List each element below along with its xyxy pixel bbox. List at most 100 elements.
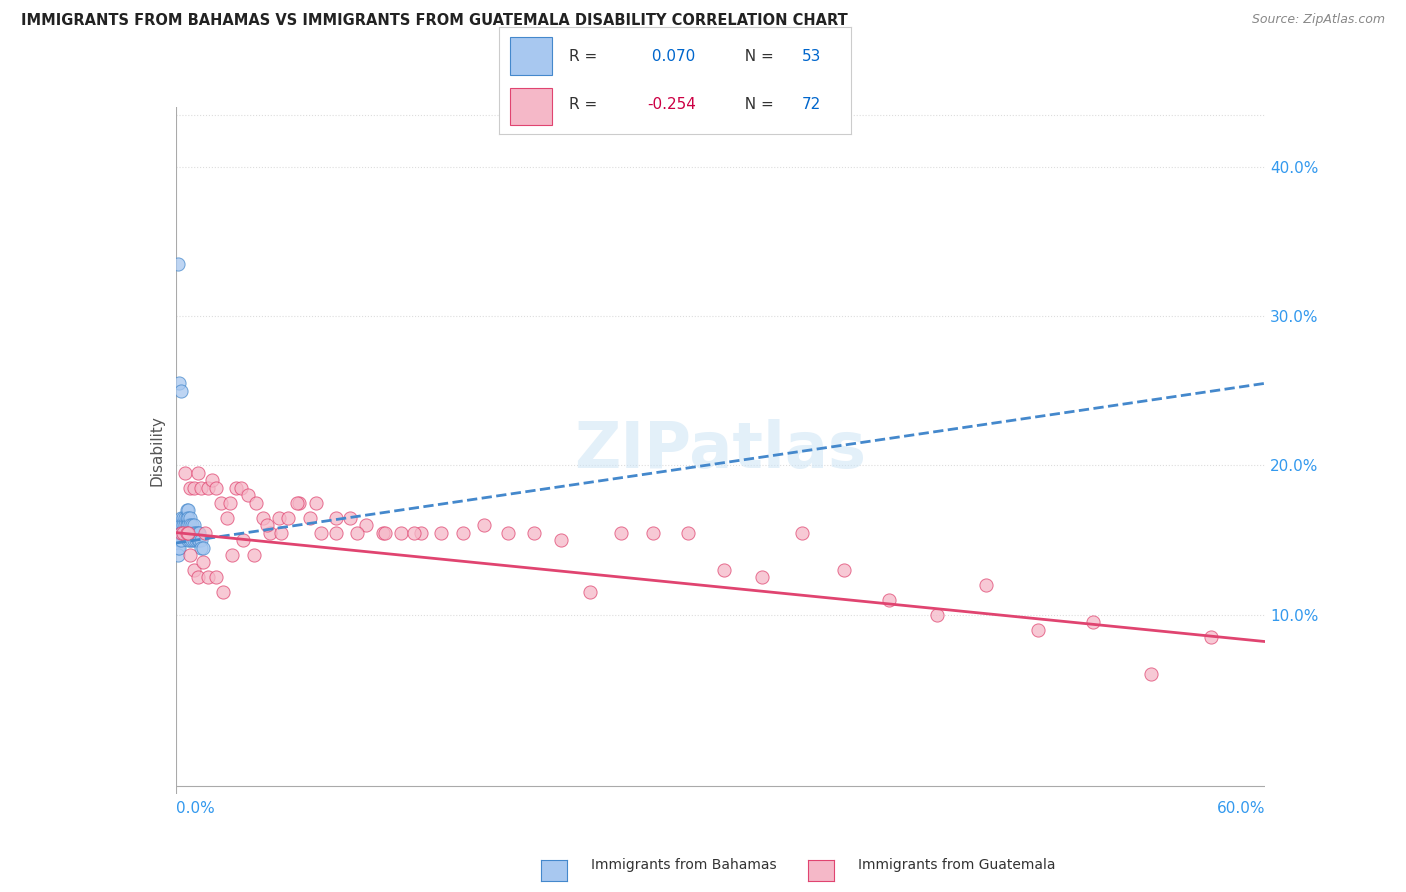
Point xyxy=(169,525,191,540)
Point xyxy=(173,518,195,533)
Point xyxy=(204,570,226,584)
Point xyxy=(169,533,191,547)
Point xyxy=(179,518,201,533)
Point xyxy=(173,525,195,540)
Point xyxy=(176,525,198,540)
Point xyxy=(191,556,214,570)
Text: R =: R = xyxy=(569,49,603,63)
Point xyxy=(179,533,201,547)
Point xyxy=(1028,623,1050,637)
Text: Immigrants from Bahamas: Immigrants from Bahamas xyxy=(591,858,776,872)
Point xyxy=(177,510,200,524)
Point xyxy=(389,525,412,540)
Point xyxy=(550,533,572,547)
Text: N =: N = xyxy=(734,97,779,112)
Point xyxy=(197,481,219,495)
Point xyxy=(204,481,226,495)
Point xyxy=(309,525,332,540)
Point xyxy=(176,503,198,517)
Point xyxy=(177,525,200,540)
Point xyxy=(238,488,260,502)
Point xyxy=(176,510,198,524)
Point xyxy=(201,473,224,487)
Point xyxy=(374,525,396,540)
Point xyxy=(190,541,212,555)
Point xyxy=(325,525,347,540)
Point xyxy=(879,592,901,607)
Point xyxy=(579,585,602,599)
Point xyxy=(170,533,193,547)
Point xyxy=(356,518,378,533)
Point xyxy=(221,548,243,562)
Point xyxy=(792,525,814,540)
Point xyxy=(194,525,217,540)
Point xyxy=(186,570,209,584)
Point xyxy=(184,533,207,547)
Point xyxy=(181,525,204,540)
Point xyxy=(288,496,311,510)
Point xyxy=(188,533,211,547)
Point xyxy=(713,563,735,577)
Point xyxy=(225,481,247,495)
Point xyxy=(170,525,193,540)
Point xyxy=(176,525,198,540)
Point xyxy=(166,533,188,547)
Point xyxy=(186,533,209,547)
Point xyxy=(170,518,193,533)
Point xyxy=(287,496,309,510)
Point xyxy=(299,510,322,524)
Point xyxy=(252,510,274,524)
Point xyxy=(170,384,193,398)
Point xyxy=(451,525,474,540)
Point xyxy=(170,525,193,540)
Bar xyxy=(510,87,551,125)
Point xyxy=(183,518,205,533)
Text: Source: ZipAtlas.com: Source: ZipAtlas.com xyxy=(1251,13,1385,27)
Point xyxy=(166,525,188,540)
Point xyxy=(832,563,855,577)
Point xyxy=(179,481,201,495)
Point xyxy=(676,525,699,540)
Point xyxy=(190,533,212,547)
Point xyxy=(974,578,997,592)
Point xyxy=(215,510,238,524)
Point xyxy=(177,533,200,547)
Point xyxy=(172,510,194,524)
Point xyxy=(277,510,299,524)
Point xyxy=(430,525,453,540)
Text: ZIPatlas: ZIPatlas xyxy=(575,419,866,482)
Text: R =: R = xyxy=(569,97,603,112)
Point xyxy=(183,533,205,547)
Point xyxy=(474,518,496,533)
Text: 0.070: 0.070 xyxy=(647,49,695,63)
Point xyxy=(304,496,326,510)
Point xyxy=(169,541,191,555)
Point xyxy=(172,525,194,540)
Point xyxy=(346,525,368,540)
Point xyxy=(169,525,191,540)
Point xyxy=(181,518,204,533)
Point xyxy=(183,563,205,577)
Point xyxy=(186,466,209,480)
Point xyxy=(172,525,194,540)
Point xyxy=(219,496,242,510)
Point xyxy=(191,541,214,555)
Text: 53: 53 xyxy=(801,49,821,63)
Bar xyxy=(510,37,551,75)
Point xyxy=(177,518,200,533)
Point xyxy=(169,376,191,391)
Text: N =: N = xyxy=(734,49,779,63)
Point xyxy=(173,510,195,524)
Point xyxy=(751,570,773,584)
Point xyxy=(183,481,205,495)
Text: IMMIGRANTS FROM BAHAMAS VS IMMIGRANTS FROM GUATEMALA DISABILITY CORRELATION CHAR: IMMIGRANTS FROM BAHAMAS VS IMMIGRANTS FR… xyxy=(21,13,848,29)
Point xyxy=(496,525,519,540)
Point xyxy=(173,525,195,540)
Point xyxy=(183,525,205,540)
Point xyxy=(177,525,200,540)
Point xyxy=(179,525,201,540)
Point xyxy=(243,548,266,562)
Point xyxy=(166,541,188,555)
Point xyxy=(166,548,188,562)
Point xyxy=(179,548,201,562)
